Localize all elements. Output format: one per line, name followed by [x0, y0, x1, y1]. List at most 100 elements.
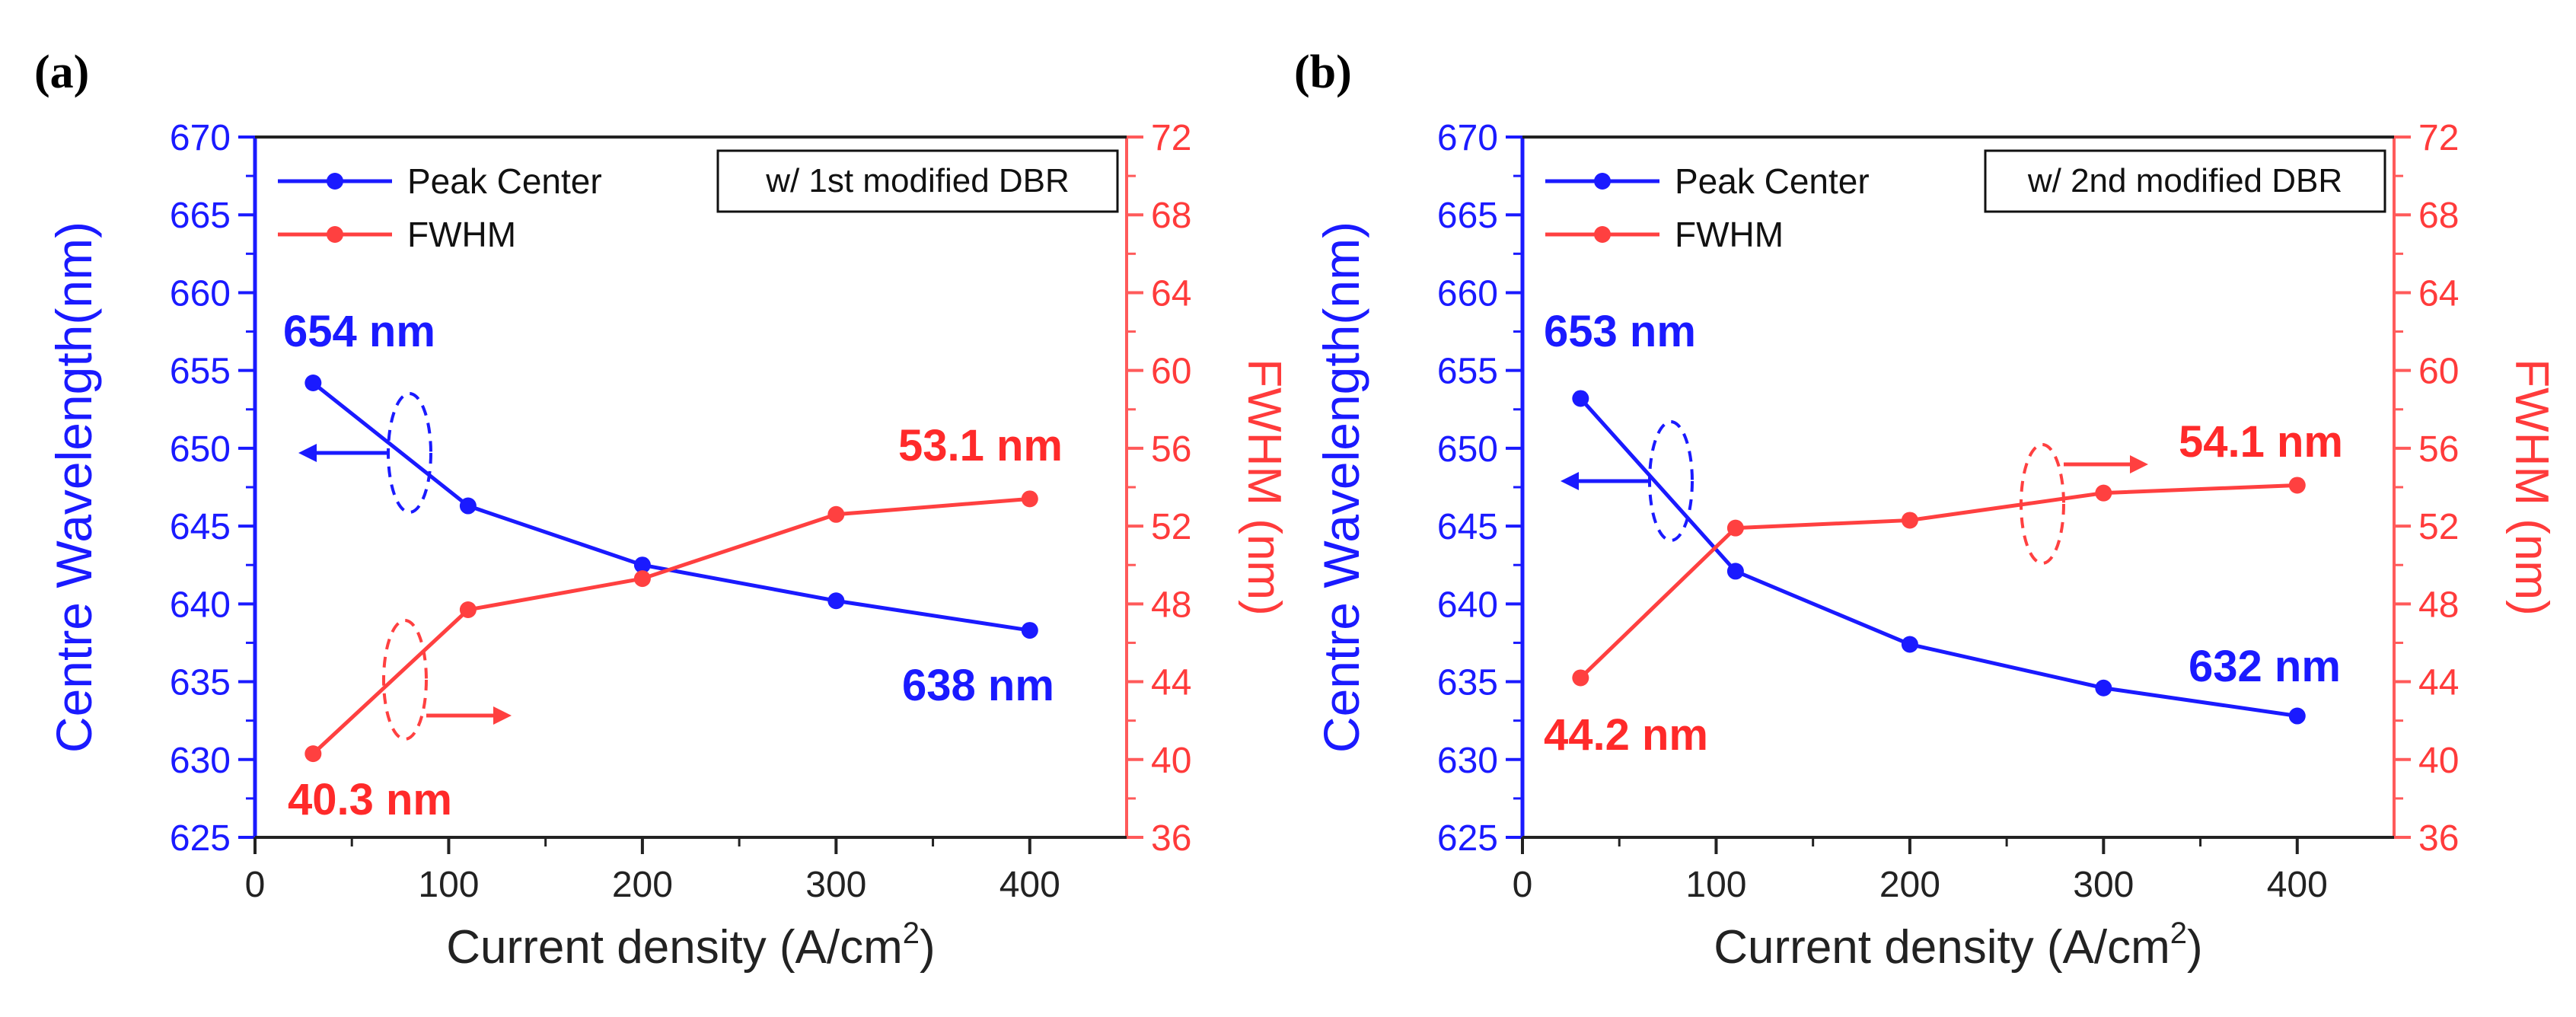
fwhm-point — [304, 745, 322, 763]
y-left-tick-label: 635 — [170, 663, 231, 703]
y-left-tick-label: 660 — [1437, 273, 1498, 314]
y-right-tick-label: 60 — [1151, 352, 1191, 392]
right-axis-indicator-arrowhead — [493, 706, 512, 725]
y-right-tick-label: 64 — [1151, 273, 1191, 314]
y-right-tick-label: 48 — [2418, 585, 2459, 625]
fwhm-point — [1021, 490, 1038, 508]
x-tick-label: 400 — [2267, 865, 2328, 905]
y-right-tick-label: 52 — [1151, 507, 1191, 547]
y-left-axis-title: Centre Wavelength(nm) — [46, 222, 102, 753]
annotation-peak-last: 638 nm — [902, 661, 1054, 710]
legend-peak-swatch-marker — [1594, 173, 1611, 190]
condition-label: w/ 1st modified DBR — [765, 162, 1070, 199]
peak-center-point — [827, 592, 845, 610]
chart-panel-b: (b)6256306356406456506556606656703640444… — [1294, 46, 2558, 974]
y-left-tick-label: 655 — [1437, 352, 1498, 392]
x-axis-title-superscript: 2 — [2170, 917, 2187, 950]
x-axis-title-main: Current density (A/cm — [446, 921, 903, 974]
peak-center-point — [633, 556, 651, 574]
fwhm-point — [459, 601, 477, 618]
peak-center-point — [2288, 707, 2306, 725]
y-right-tick-label: 36 — [2418, 818, 2459, 859]
annotation-fwhm-first: 40.3 nm — [288, 775, 452, 824]
x-tick-label: 300 — [805, 865, 866, 905]
y-left-tick-label: 650 — [1437, 429, 1498, 470]
annotation-peak-first: 654 nm — [283, 307, 435, 356]
panel-label: (a) — [34, 46, 89, 98]
y-left-tick-label: 630 — [1437, 741, 1498, 781]
y-right-tick-label: 56 — [2418, 429, 2459, 470]
y-right-tick-label: 44 — [1151, 663, 1191, 703]
legend-fwhm-swatch-marker — [1594, 226, 1611, 243]
fwhm-point — [633, 570, 651, 588]
y-left-tick-label: 625 — [1437, 818, 1498, 859]
x-tick-label: 200 — [612, 865, 673, 905]
fwhm-line — [311, 496, 1030, 755]
y-right-tick-label: 36 — [1151, 818, 1191, 859]
x-tick-label: 100 — [418, 865, 479, 905]
y-right-tick-label: 48 — [1151, 585, 1191, 625]
x-tick-label: 100 — [1685, 865, 1746, 905]
y-left-tick-label: 635 — [1437, 663, 1498, 703]
x-axis-title: Current density (A/cm2) — [1714, 917, 2202, 974]
peak-center-point — [459, 497, 477, 515]
x-tick-label: 0 — [245, 865, 266, 905]
annotation-peak-last: 632 nm — [2189, 642, 2341, 691]
y-right-tick-label: 64 — [2418, 273, 2459, 314]
x-tick-label: 200 — [1879, 865, 1940, 905]
condition-box — [716, 149, 1119, 213]
right-axis-indicator-ellipse — [2020, 443, 2065, 565]
y-left-tick-label: 640 — [1437, 585, 1498, 625]
y-left-tick-label: 640 — [170, 585, 231, 625]
x-axis-title-main: Current density (A/cm — [1714, 921, 2170, 974]
condition-box — [1984, 149, 2386, 213]
x-axis-title: Current density (A/cm2) — [446, 917, 935, 974]
y-left-tick-label: 650 — [170, 429, 231, 470]
fwhm-point — [1901, 512, 1918, 529]
y-right-tick-label: 68 — [1151, 196, 1191, 236]
y-left-tick-label: 660 — [170, 273, 231, 314]
y-right-tick-label: 40 — [1151, 741, 1191, 781]
legend-peak-swatch-marker — [327, 173, 343, 190]
peak-center-point — [1901, 636, 1918, 653]
y-right-tick-label: 72 — [2418, 118, 2459, 158]
y-left-axis-title: Centre Wavelength(nm) — [1313, 222, 1369, 753]
fwhm-point — [1572, 669, 1589, 687]
y-right-tick-label: 68 — [2418, 196, 2459, 236]
y-right-axis-title: FWHM (nm) — [1238, 359, 1290, 615]
legend-fwhm-label: FWHM — [1675, 215, 1784, 254]
annotation-peak-first: 653 nm — [1544, 307, 1696, 356]
y-left-tick-label: 670 — [170, 118, 231, 158]
annotation-fwhm-last: 53.1 nm — [898, 421, 1063, 470]
y-left-tick-label: 645 — [170, 507, 231, 547]
y-left-tick-label: 665 — [170, 196, 231, 236]
peak-center-point — [1021, 622, 1038, 639]
annotation-fwhm-last: 54.1 nm — [2179, 417, 2343, 467]
y-left-tick-label: 625 — [170, 818, 231, 859]
peak-center-point — [1572, 390, 1589, 407]
peak-center-point — [1726, 563, 1744, 580]
y-right-tick-label: 72 — [1151, 118, 1191, 158]
annotation-fwhm-first: 44.2 nm — [1544, 710, 1708, 760]
legend-fwhm-label: FWHM — [407, 215, 516, 254]
y-left-tick-label: 665 — [1437, 196, 1498, 236]
condition-label: w/ 2nd modified DBR — [2027, 162, 2342, 199]
panel-label: (b) — [1294, 46, 1352, 98]
peak-center-point — [2095, 679, 2112, 697]
x-axis-title-close: ) — [2187, 921, 2203, 974]
y-right-tick-label: 40 — [2418, 741, 2459, 781]
fwhm-point — [2095, 484, 2112, 502]
legend-fwhm-swatch-marker — [327, 226, 343, 243]
y-left-tick-label: 630 — [170, 741, 231, 781]
y-right-tick-label: 56 — [1151, 429, 1191, 470]
y-left-tick-label: 655 — [170, 352, 231, 392]
left-axis-indicator-ellipse — [387, 392, 432, 514]
left-axis-indicator-arrowhead — [1561, 472, 1579, 490]
right-axis-indicator-arrowhead — [2130, 455, 2148, 473]
x-axis-title-close: ) — [920, 921, 936, 974]
x-axis-title-superscript: 2 — [903, 917, 920, 950]
y-left-tick-label: 645 — [1437, 507, 1498, 547]
y-right-tick-label: 52 — [2418, 507, 2459, 547]
legend-peak-label: Peak Center — [1675, 161, 1870, 201]
